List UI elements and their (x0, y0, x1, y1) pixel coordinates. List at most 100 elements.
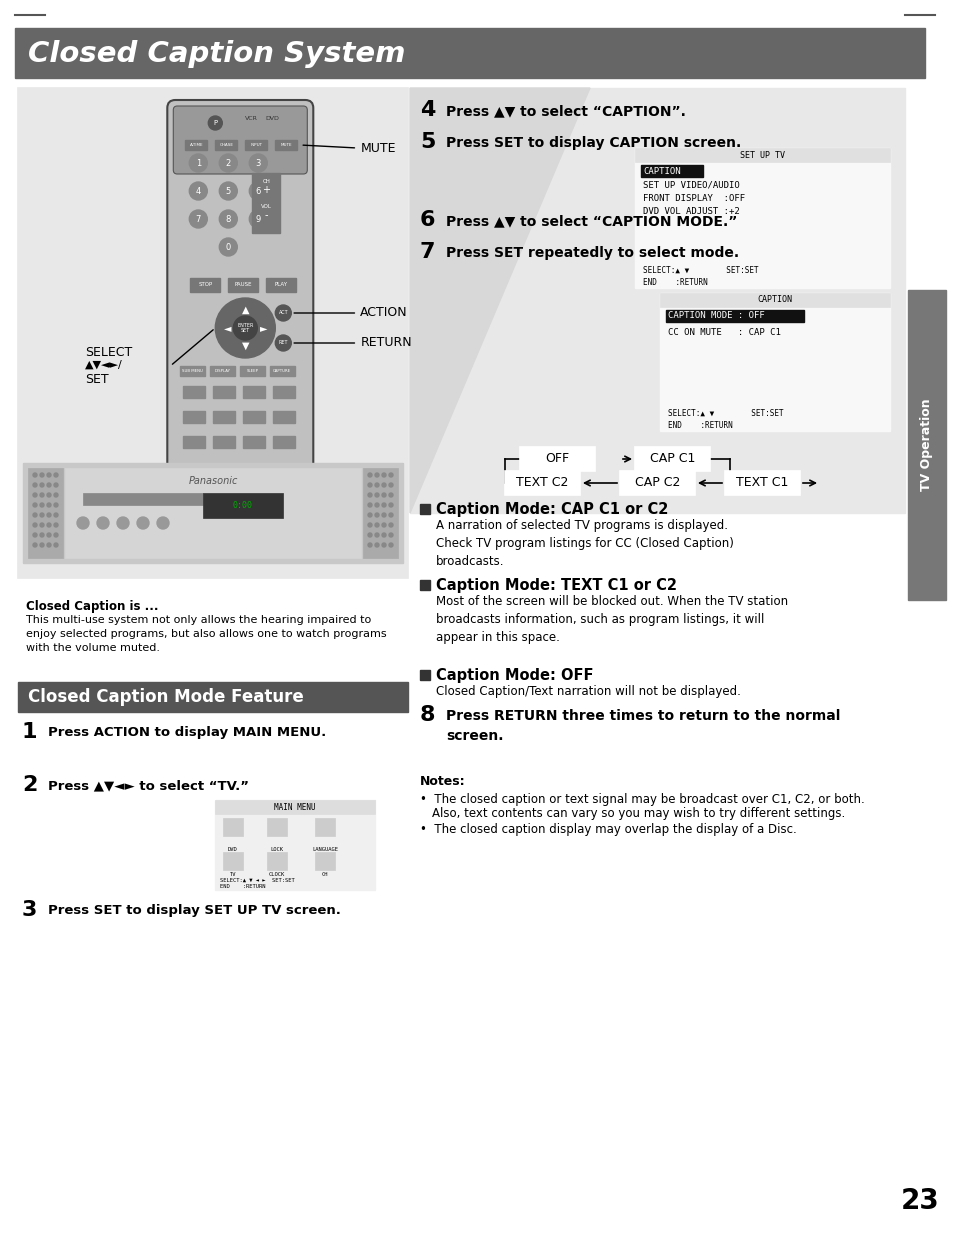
Bar (419, 580, 430, 590)
Circle shape (77, 517, 89, 529)
Circle shape (219, 210, 237, 228)
Text: Press ▲▼ to select “CAPTION”.: Press ▲▼ to select “CAPTION”. (446, 104, 685, 119)
Circle shape (389, 483, 393, 487)
Text: 5: 5 (226, 186, 231, 195)
Text: Closed Caption/Text narration will not be displayed.: Closed Caption/Text narration will not b… (436, 685, 740, 698)
Text: 6: 6 (255, 186, 261, 195)
Bar (252, 173, 280, 233)
Bar (15, 28, 924, 78)
Text: INPUT: INPUT (250, 143, 262, 147)
Bar (363, 468, 397, 558)
Circle shape (389, 503, 393, 508)
Circle shape (368, 483, 372, 487)
Circle shape (47, 534, 51, 537)
Text: TEXT C2: TEXT C2 (516, 477, 568, 489)
Text: END    :RETURN: END :RETURN (220, 884, 265, 889)
Text: SLEEP: SLEEP (246, 369, 258, 373)
Circle shape (219, 182, 237, 200)
Circle shape (389, 522, 393, 527)
Circle shape (368, 503, 372, 508)
Text: A narration of selected TV programs is displayed.
Check TV program listings for : A narration of selected TV programs is d… (436, 519, 733, 568)
Text: FRONT DISPLAY  :OFF: FRONT DISPLAY :OFF (642, 194, 744, 203)
Bar (267, 852, 287, 869)
Text: SET UP VIDEO/AUDIO: SET UP VIDEO/AUDIO (642, 182, 739, 190)
Circle shape (381, 493, 386, 496)
Text: DVD: DVD (265, 116, 279, 121)
Text: DVD: DVD (228, 847, 237, 852)
Text: CAPTURE: CAPTURE (273, 369, 291, 373)
Text: ENTER
SET: ENTER SET (237, 322, 253, 333)
Circle shape (33, 522, 37, 527)
Text: TV: TV (230, 872, 236, 877)
Circle shape (33, 534, 37, 537)
Circle shape (54, 534, 58, 537)
Bar (180, 366, 205, 375)
Text: Panasonic: Panasonic (188, 475, 237, 487)
Circle shape (40, 513, 44, 517)
Bar (243, 436, 265, 448)
Circle shape (219, 154, 237, 172)
Bar (267, 818, 287, 836)
Circle shape (389, 534, 393, 537)
Text: 8: 8 (419, 705, 435, 725)
Circle shape (368, 473, 372, 477)
Bar (228, 278, 258, 291)
Bar (183, 436, 205, 448)
Text: CAP C2: CAP C2 (634, 477, 679, 489)
Circle shape (381, 473, 386, 477)
Text: CAPTION: CAPTION (642, 167, 679, 175)
Bar (83, 493, 203, 505)
Text: 3: 3 (255, 158, 261, 168)
Bar (18, 88, 408, 578)
Text: PAUSE: PAUSE (234, 283, 252, 288)
Text: ◄: ◄ (223, 324, 231, 333)
Bar (724, 471, 800, 495)
Text: Press ACTION to display MAIN MENU.: Press ACTION to display MAIN MENU. (48, 726, 326, 739)
Text: Most of the screen will be blocked out. When the TV station
broadcasts informati: Most of the screen will be blocked out. … (436, 595, 787, 643)
Bar (275, 140, 297, 149)
Circle shape (249, 182, 267, 200)
Bar (273, 436, 295, 448)
Circle shape (40, 473, 44, 477)
Circle shape (375, 473, 378, 477)
Bar (28, 468, 63, 558)
Text: CAP C1: CAP C1 (649, 452, 695, 466)
Bar (504, 471, 579, 495)
Text: PLAY: PLAY (274, 283, 288, 288)
Circle shape (381, 513, 386, 517)
Circle shape (368, 534, 372, 537)
Bar (419, 504, 430, 514)
Bar (65, 468, 360, 558)
Text: 0: 0 (226, 242, 231, 252)
Text: SELECT: SELECT (85, 346, 132, 359)
Text: Caption Mode: TEXT C1 or C2: Caption Mode: TEXT C1 or C2 (436, 578, 677, 593)
Bar (240, 366, 265, 375)
Text: MUTE: MUTE (280, 143, 292, 147)
Circle shape (189, 182, 207, 200)
Text: Notes:: Notes: (419, 776, 465, 788)
Circle shape (47, 513, 51, 517)
Text: -: - (264, 210, 268, 220)
Circle shape (389, 493, 393, 496)
Text: SELECT:▲ ▼ ◄ ►  SET:SET: SELECT:▲ ▼ ◄ ► SET:SET (220, 878, 294, 883)
Circle shape (381, 522, 386, 527)
Circle shape (375, 513, 378, 517)
Circle shape (389, 473, 393, 477)
Text: Caption Mode: OFF: Caption Mode: OFF (436, 668, 593, 683)
Text: 5: 5 (419, 132, 435, 152)
Text: 1: 1 (195, 158, 201, 168)
FancyBboxPatch shape (167, 100, 313, 487)
Bar (213, 436, 235, 448)
Bar (214, 800, 375, 890)
Bar (23, 463, 402, 563)
Text: LANGUAGE: LANGUAGE (312, 847, 337, 852)
Text: •  The closed caption or text signal may be broadcast over C1, C2, or both.: • The closed caption or text signal may … (419, 793, 863, 806)
Circle shape (249, 210, 267, 228)
Text: SELECT:▲ ▼        SET:SET: SELECT:▲ ▼ SET:SET (667, 409, 782, 417)
Text: MAIN MENU: MAIN MENU (274, 803, 315, 811)
Bar (183, 387, 205, 398)
Text: END    :RETURN: END :RETURN (642, 278, 707, 287)
Bar (215, 140, 237, 149)
Text: LOCK: LOCK (271, 847, 283, 852)
Text: 9: 9 (255, 215, 261, 224)
